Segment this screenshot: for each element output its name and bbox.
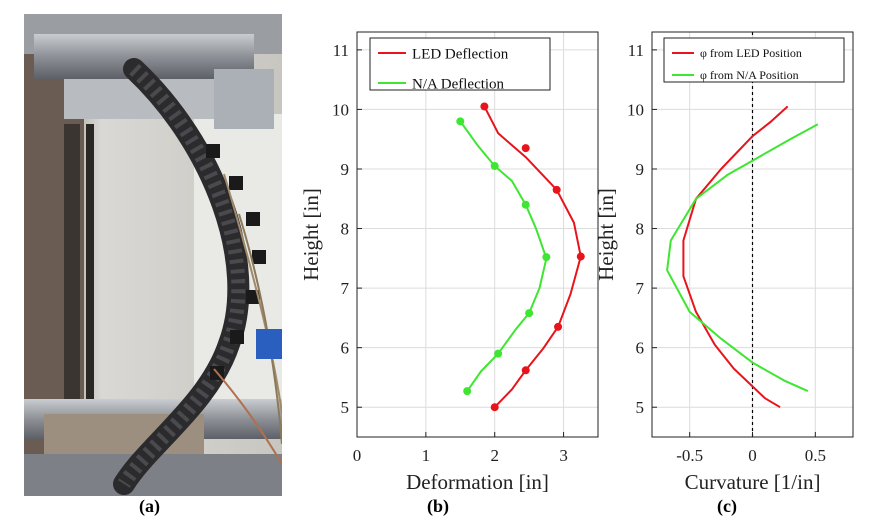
y-tick-label: 6 [341, 339, 350, 358]
legend-entry: φ from N/A Position [700, 68, 799, 82]
y-tick-label: 5 [341, 398, 350, 417]
x-tick-label: 2 [490, 446, 499, 465]
legend-entry: φ from LED Position [700, 46, 802, 60]
x-axis-label: Curvature [1/in] [685, 470, 821, 494]
x-tick-label: -0.5 [676, 446, 703, 465]
plot-frame [356, 31, 599, 438]
data-point [490, 162, 499, 171]
data-point [542, 253, 551, 262]
x-tick-label: 0 [353, 446, 362, 465]
panel-label-c: (c) [717, 496, 737, 516]
legend-entry: N/A Deflection [412, 76, 505, 92]
data-point [456, 117, 465, 126]
series-line-0 [483, 105, 582, 408]
panel-label-a: (a) [139, 496, 160, 516]
x-tick-label: 1 [422, 446, 431, 465]
series-line-1 [459, 120, 548, 392]
data-point [552, 185, 561, 194]
y-tick-label: 7 [636, 279, 645, 298]
y-tick-label: 7 [341, 279, 350, 298]
y-axis-label: Height [in] [594, 188, 618, 281]
y-tick-label: 10 [627, 100, 644, 119]
y-tick-label: 11 [628, 41, 644, 60]
x-axis-label: Deformation [in] [406, 470, 549, 494]
data-point [521, 366, 530, 375]
y-tick-label: 8 [341, 220, 350, 239]
x-tick-label: 0 [748, 446, 757, 465]
data-point [525, 309, 534, 318]
data-point [463, 387, 472, 396]
x-tick-label: 3 [559, 446, 568, 465]
panel-label-b: (b) [427, 496, 449, 516]
y-tick-label: 6 [636, 339, 645, 358]
data-point [576, 252, 585, 261]
data-point [521, 200, 530, 209]
chart-0: 0 1 2 3 5 6 7 8 9 10 11 Deformation [in] Height [in]… [299, 31, 599, 494]
y-tick-label: 8 [636, 220, 645, 239]
y-axis-label: Height [in] [299, 188, 323, 281]
legend-box [369, 37, 551, 91]
rebar-specimen-photo [24, 14, 282, 496]
y-tick-label: 9 [341, 160, 350, 179]
y-tick-label: 9 [636, 160, 645, 179]
y-tick-label: 5 [636, 398, 645, 417]
series-line-1 [666, 123, 819, 393]
data-point [554, 322, 563, 331]
data-point [494, 349, 503, 358]
legend-entry: LED Deflection [412, 46, 509, 62]
chart-1: -0.5 0 0.5 5 6 7 8 9 10 11 Curvature [1/in] Height … [594, 31, 854, 494]
data-point [480, 102, 489, 111]
y-tick-label: 10 [332, 100, 349, 119]
x-tick-label: 0.5 [805, 446, 826, 465]
data-point [521, 144, 530, 153]
data-point [490, 403, 499, 412]
series-line-0 [682, 105, 789, 409]
y-tick-label: 11 [333, 41, 349, 60]
